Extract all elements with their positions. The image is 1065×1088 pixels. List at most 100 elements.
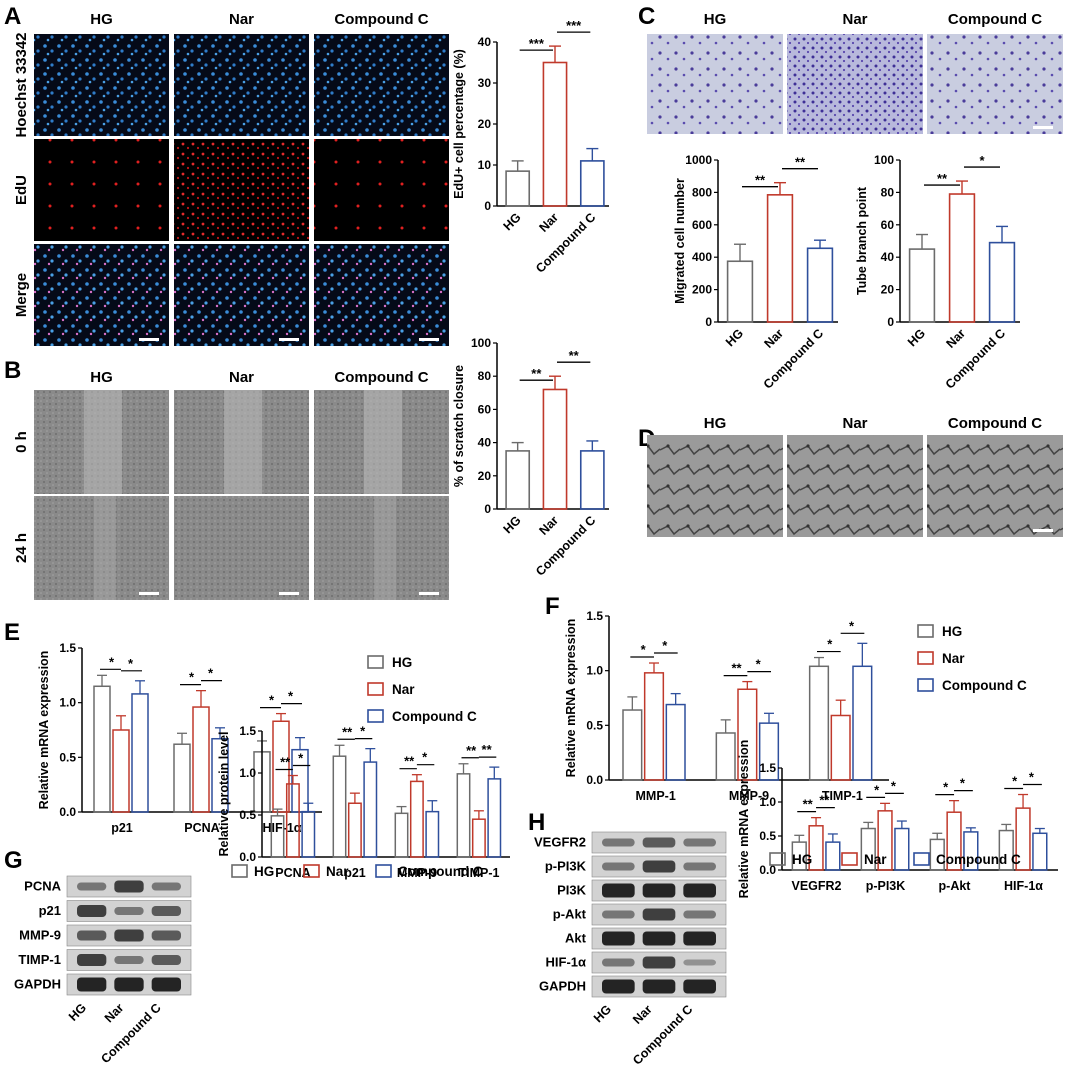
chart-f-legend-label-0: HG — [942, 624, 962, 639]
chart-f-legend-label-1: Nar — [942, 651, 965, 666]
chart-c2-ytick-label-0: 0 — [887, 315, 894, 329]
panel-a-image-r2-c0 — [34, 244, 169, 346]
panel-b-header-1: Nar — [229, 369, 254, 386]
chart-e-legend-swatch-2 — [367, 709, 384, 723]
chart-c2-sig-label-1: * — [979, 153, 985, 168]
chart-b-ytick-label-3: 60 — [478, 402, 492, 416]
chart-c1-bar-0 — [726, 260, 754, 323]
panel-letter-g: G — [4, 847, 23, 874]
panel-g-blot-label-0: PCNA — [24, 879, 61, 894]
panel-c-image-r0-c1 — [787, 34, 923, 134]
chart-g-legend-swatch-2 — [375, 864, 392, 878]
panel-g-blot-band-1-1 — [114, 907, 144, 915]
panel-h-blot-label-1: p-PI3K — [545, 859, 587, 874]
chart-g-legend-label-1: Nar — [326, 864, 349, 879]
chart-f-xtick-label-0: MMP-1 — [636, 789, 676, 803]
chart-g-bar-2-1 — [409, 780, 424, 858]
chart-f-ytick-label-0: 0.0 — [586, 773, 603, 787]
chart-g-bar-1-0 — [332, 755, 347, 858]
chart-e-sig-label-a-2: * — [269, 693, 275, 708]
chart-e-sig-label-a-1: * — [189, 670, 195, 685]
chart-f-bar-0-2 — [665, 703, 686, 781]
panel-a-row-label-1: EdU — [13, 175, 30, 205]
panel-h-blot-band-3-2 — [683, 910, 716, 919]
panel-g-lane-label-0: HG — [66, 1001, 89, 1024]
chart-e-ylabel: Relative mRNA expression — [37, 651, 51, 810]
panel-c-header-1: Nar — [842, 11, 867, 28]
panel-g-blot-band-1-2 — [151, 906, 181, 916]
panel-h-blot-band-0-0 — [602, 838, 635, 847]
chart-b-xtick-label-1: Nar — [536, 513, 561, 538]
chart-g-sig-label-a-3: ** — [466, 743, 477, 758]
chart-c1-bar-2 — [806, 247, 834, 323]
panel-g-lane-label-1: Nar — [102, 1001, 127, 1026]
chart-a-ytick-label-0: 0 — [484, 199, 491, 213]
chart-h-legend-swatch-1 — [841, 852, 858, 866]
panel-h-blot-band-1-2 — [683, 862, 716, 871]
chart-f-sig-label-b-1: * — [756, 657, 762, 672]
panel-letter-c: C — [638, 3, 655, 30]
chart-g-bar-2-0 — [394, 812, 409, 858]
chart-h-bar-0-2 — [825, 841, 841, 871]
chart-c1-ytick-label-5: 1000 — [685, 153, 712, 167]
chart-h-ytick-label-2: 1.0 — [759, 795, 776, 809]
chart-h-sig-label-a-3: * — [1012, 774, 1018, 789]
chart-f-sig-label-b-2: * — [849, 618, 855, 633]
chart-f-bar-2-0 — [808, 665, 830, 781]
chart-b-bar-1 — [542, 388, 568, 510]
panel-b-header-2: Compound C — [334, 369, 428, 386]
panel-h-blot-label-5: HIF-1α — [546, 955, 587, 970]
chart-g-bar-0-2 — [301, 810, 316, 858]
panel-g-blot-band-0-2 — [151, 882, 181, 891]
panel-h-blot-band-4-1 — [642, 931, 676, 946]
panel-b-scale-bar-0 — [139, 592, 159, 595]
panel-h-blot-label-4: Akt — [565, 931, 587, 946]
panel-a-image-r0-c0 — [34, 34, 169, 136]
panel-c-header-2: Compound C — [948, 11, 1042, 28]
chart-f-ytick-label-1: 0.5 — [586, 718, 603, 732]
panel-d-scale-bar — [1033, 529, 1053, 532]
panel-b-gap-24h-2 — [374, 496, 396, 600]
chart-f-bar-2-1 — [830, 714, 851, 781]
chart-g-sig-label-b-1: * — [360, 724, 366, 739]
chart-g-bar-3-2 — [487, 778, 502, 858]
panel-a-image-r2-c1 — [174, 244, 309, 346]
panel-b-gap-0h-0 — [84, 390, 122, 494]
chart-e-legend-label-2: Compound C — [392, 709, 477, 724]
chart-f-sig-label-b-0: * — [662, 638, 668, 653]
chart-c2-ylabel: Tube branch point — [855, 186, 869, 295]
panel-h-blot-band-3-1 — [642, 908, 676, 921]
chart-a-ytick-label-3: 30 — [478, 76, 492, 90]
chart-g-ytick-label-0: 0.0 — [239, 850, 256, 864]
chart-e-sig-label-b-2: * — [288, 689, 294, 704]
chart-g-bar-1-2 — [363, 761, 378, 858]
chart-h-legend-swatch-2 — [913, 852, 930, 866]
chart-c1-xtick-label-1: Nar — [761, 326, 786, 351]
chart-a-ytick-label-1: 10 — [478, 158, 492, 172]
chart-c1-ytick-label-3: 600 — [692, 218, 712, 232]
panel-a-image-r0-c1 — [174, 34, 309, 136]
chart-g-bar-1-1 — [347, 802, 362, 858]
chart-e-bar-0-2 — [131, 693, 149, 813]
panel-h-blot-band-6-1 — [642, 979, 676, 994]
chart-g-sig-label-a-1: ** — [342, 724, 353, 739]
chart-c2-ytick-label-1: 20 — [881, 283, 895, 297]
chart-e-xtick-label-0: p21 — [111, 821, 133, 835]
chart-g-xtick-label-1: p21 — [344, 866, 366, 880]
chart-h-sig-label-b-2: * — [960, 776, 966, 791]
chart-e-ytick-label-2: 1.0 — [59, 696, 76, 710]
chart-f-legend-swatch-0 — [917, 624, 934, 638]
chart-h-sig-label-a-0: ** — [803, 797, 814, 812]
panel-g-blot-band-4-0 — [77, 977, 107, 992]
panel-g-blot-band-2-1 — [114, 929, 144, 942]
chart-g-sig-label-b-2: * — [422, 750, 428, 765]
panel-g-blot-band-3-1 — [114, 956, 144, 964]
chart-b-ytick-label-5: 100 — [471, 336, 491, 350]
chart-e-bar-0-0 — [93, 685, 111, 813]
chart-a-xtick-label-1: Nar — [536, 210, 561, 235]
panel-h-blot-band-1-1 — [642, 860, 676, 873]
panel-b-gap-0h-2 — [364, 390, 402, 494]
panel-b-image-r1-c1 — [174, 496, 309, 600]
panel-h-blot-label-6: GAPDH — [539, 979, 586, 994]
